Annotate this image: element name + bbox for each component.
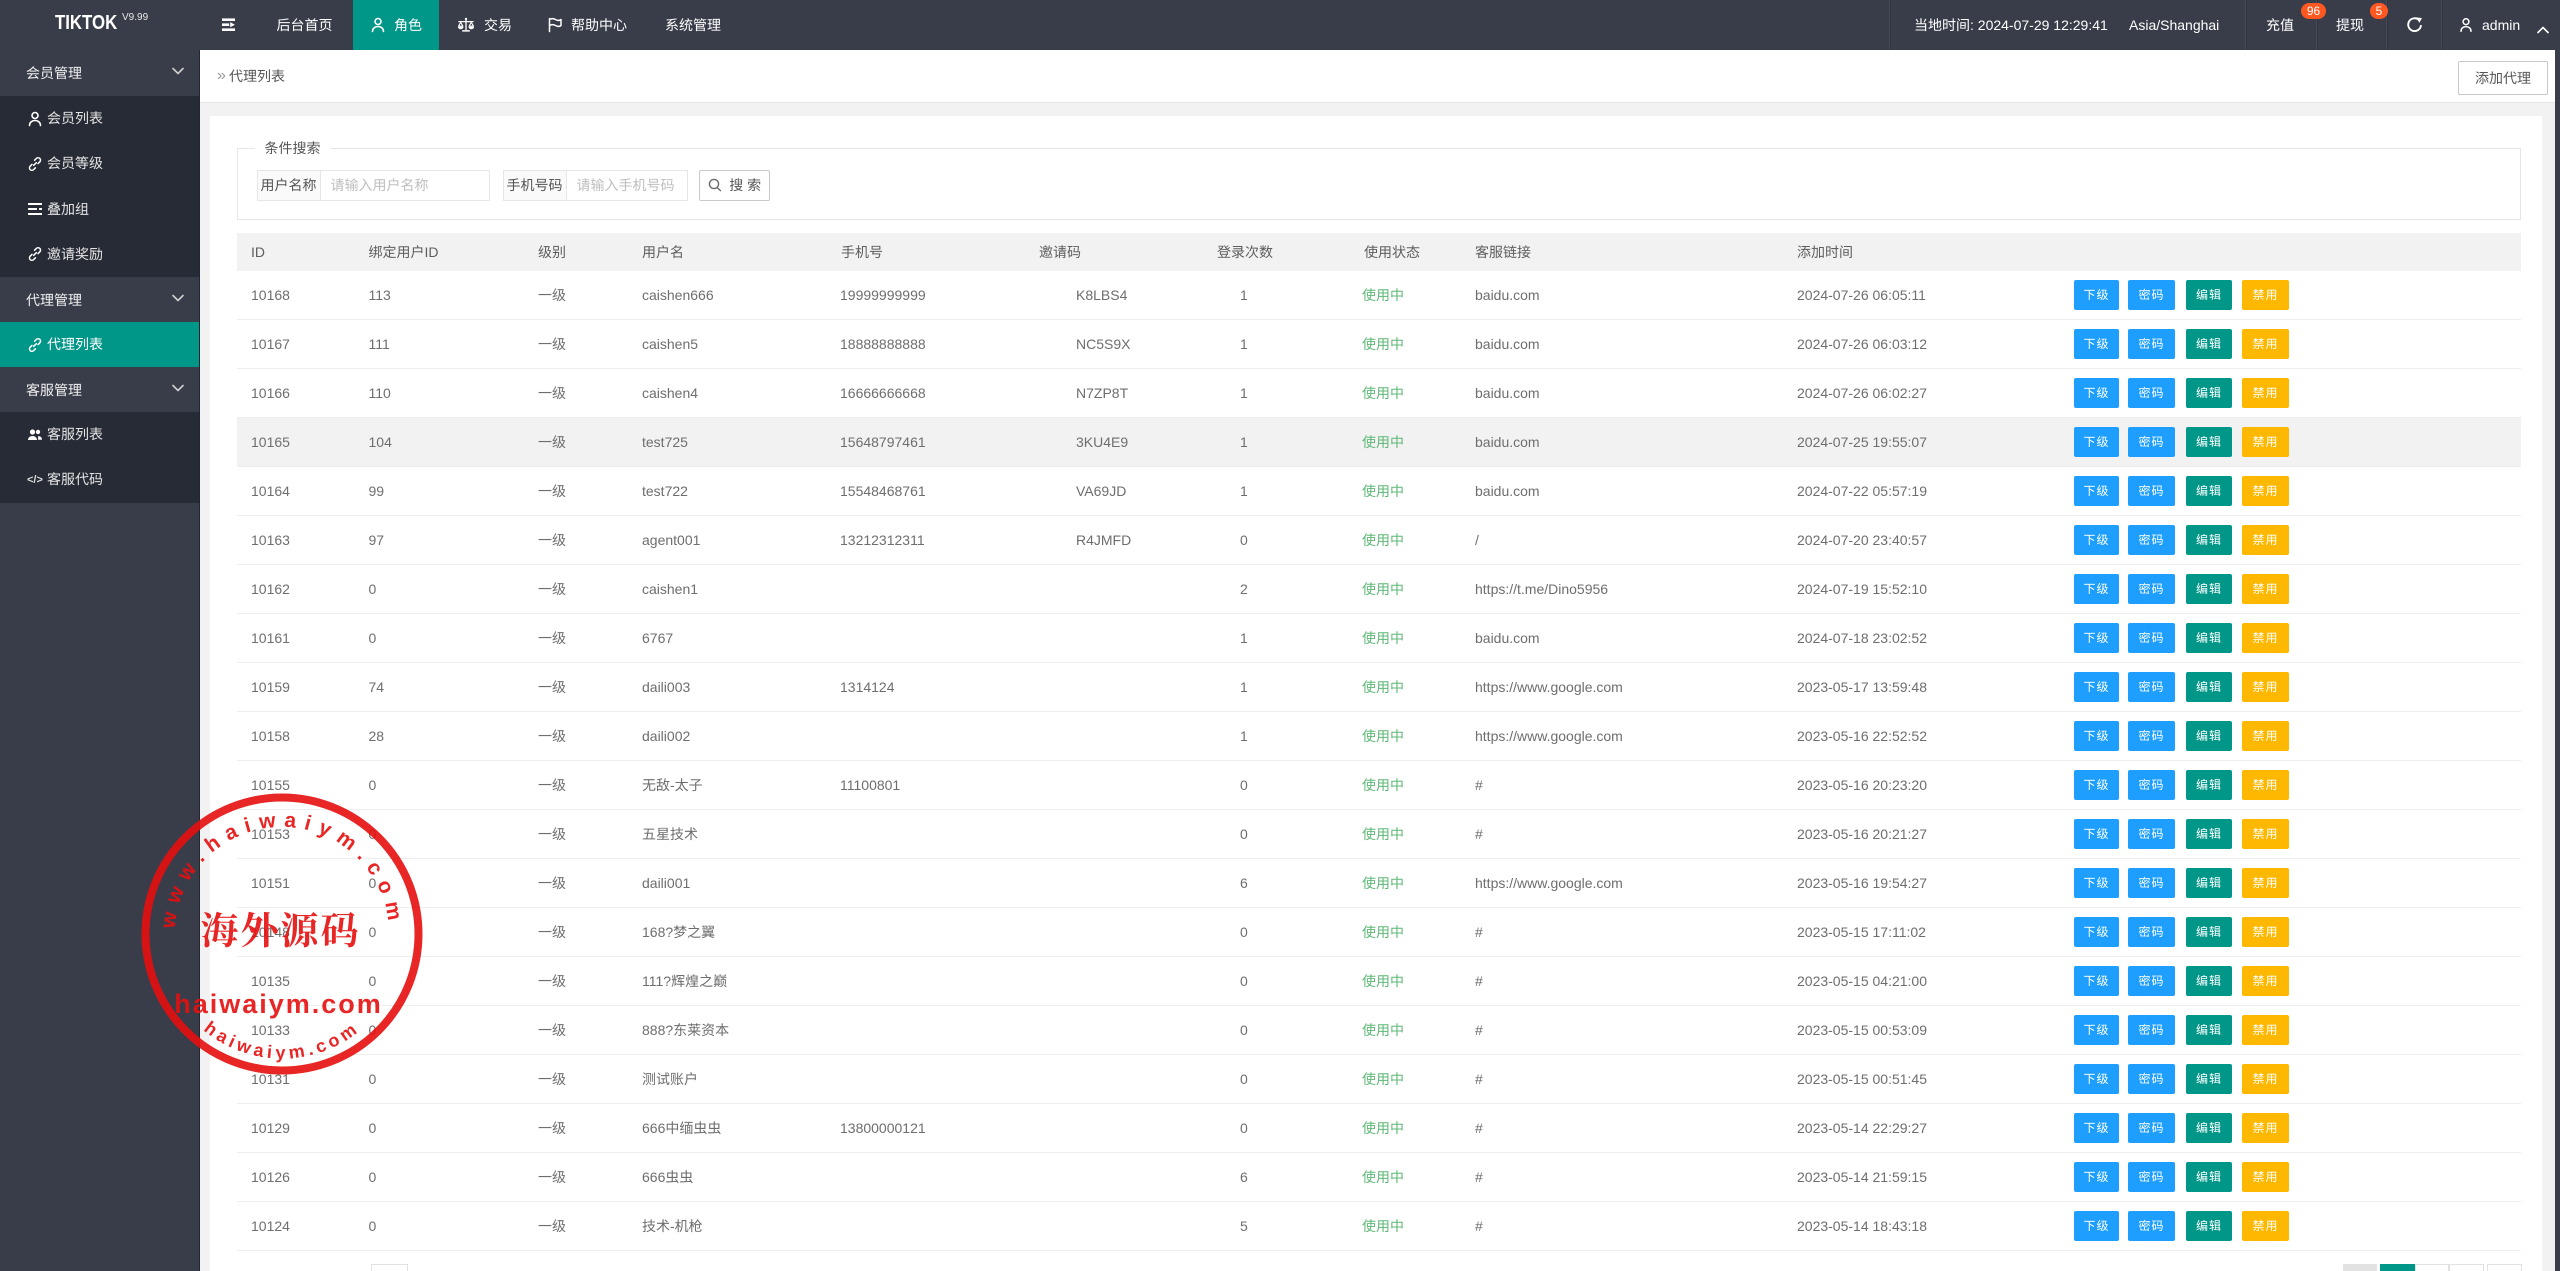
svg-text:海外源码: 海外源码 [200,911,360,953]
svg-text:haiwaiym.com: haiwaiym.com [174,989,383,1019]
